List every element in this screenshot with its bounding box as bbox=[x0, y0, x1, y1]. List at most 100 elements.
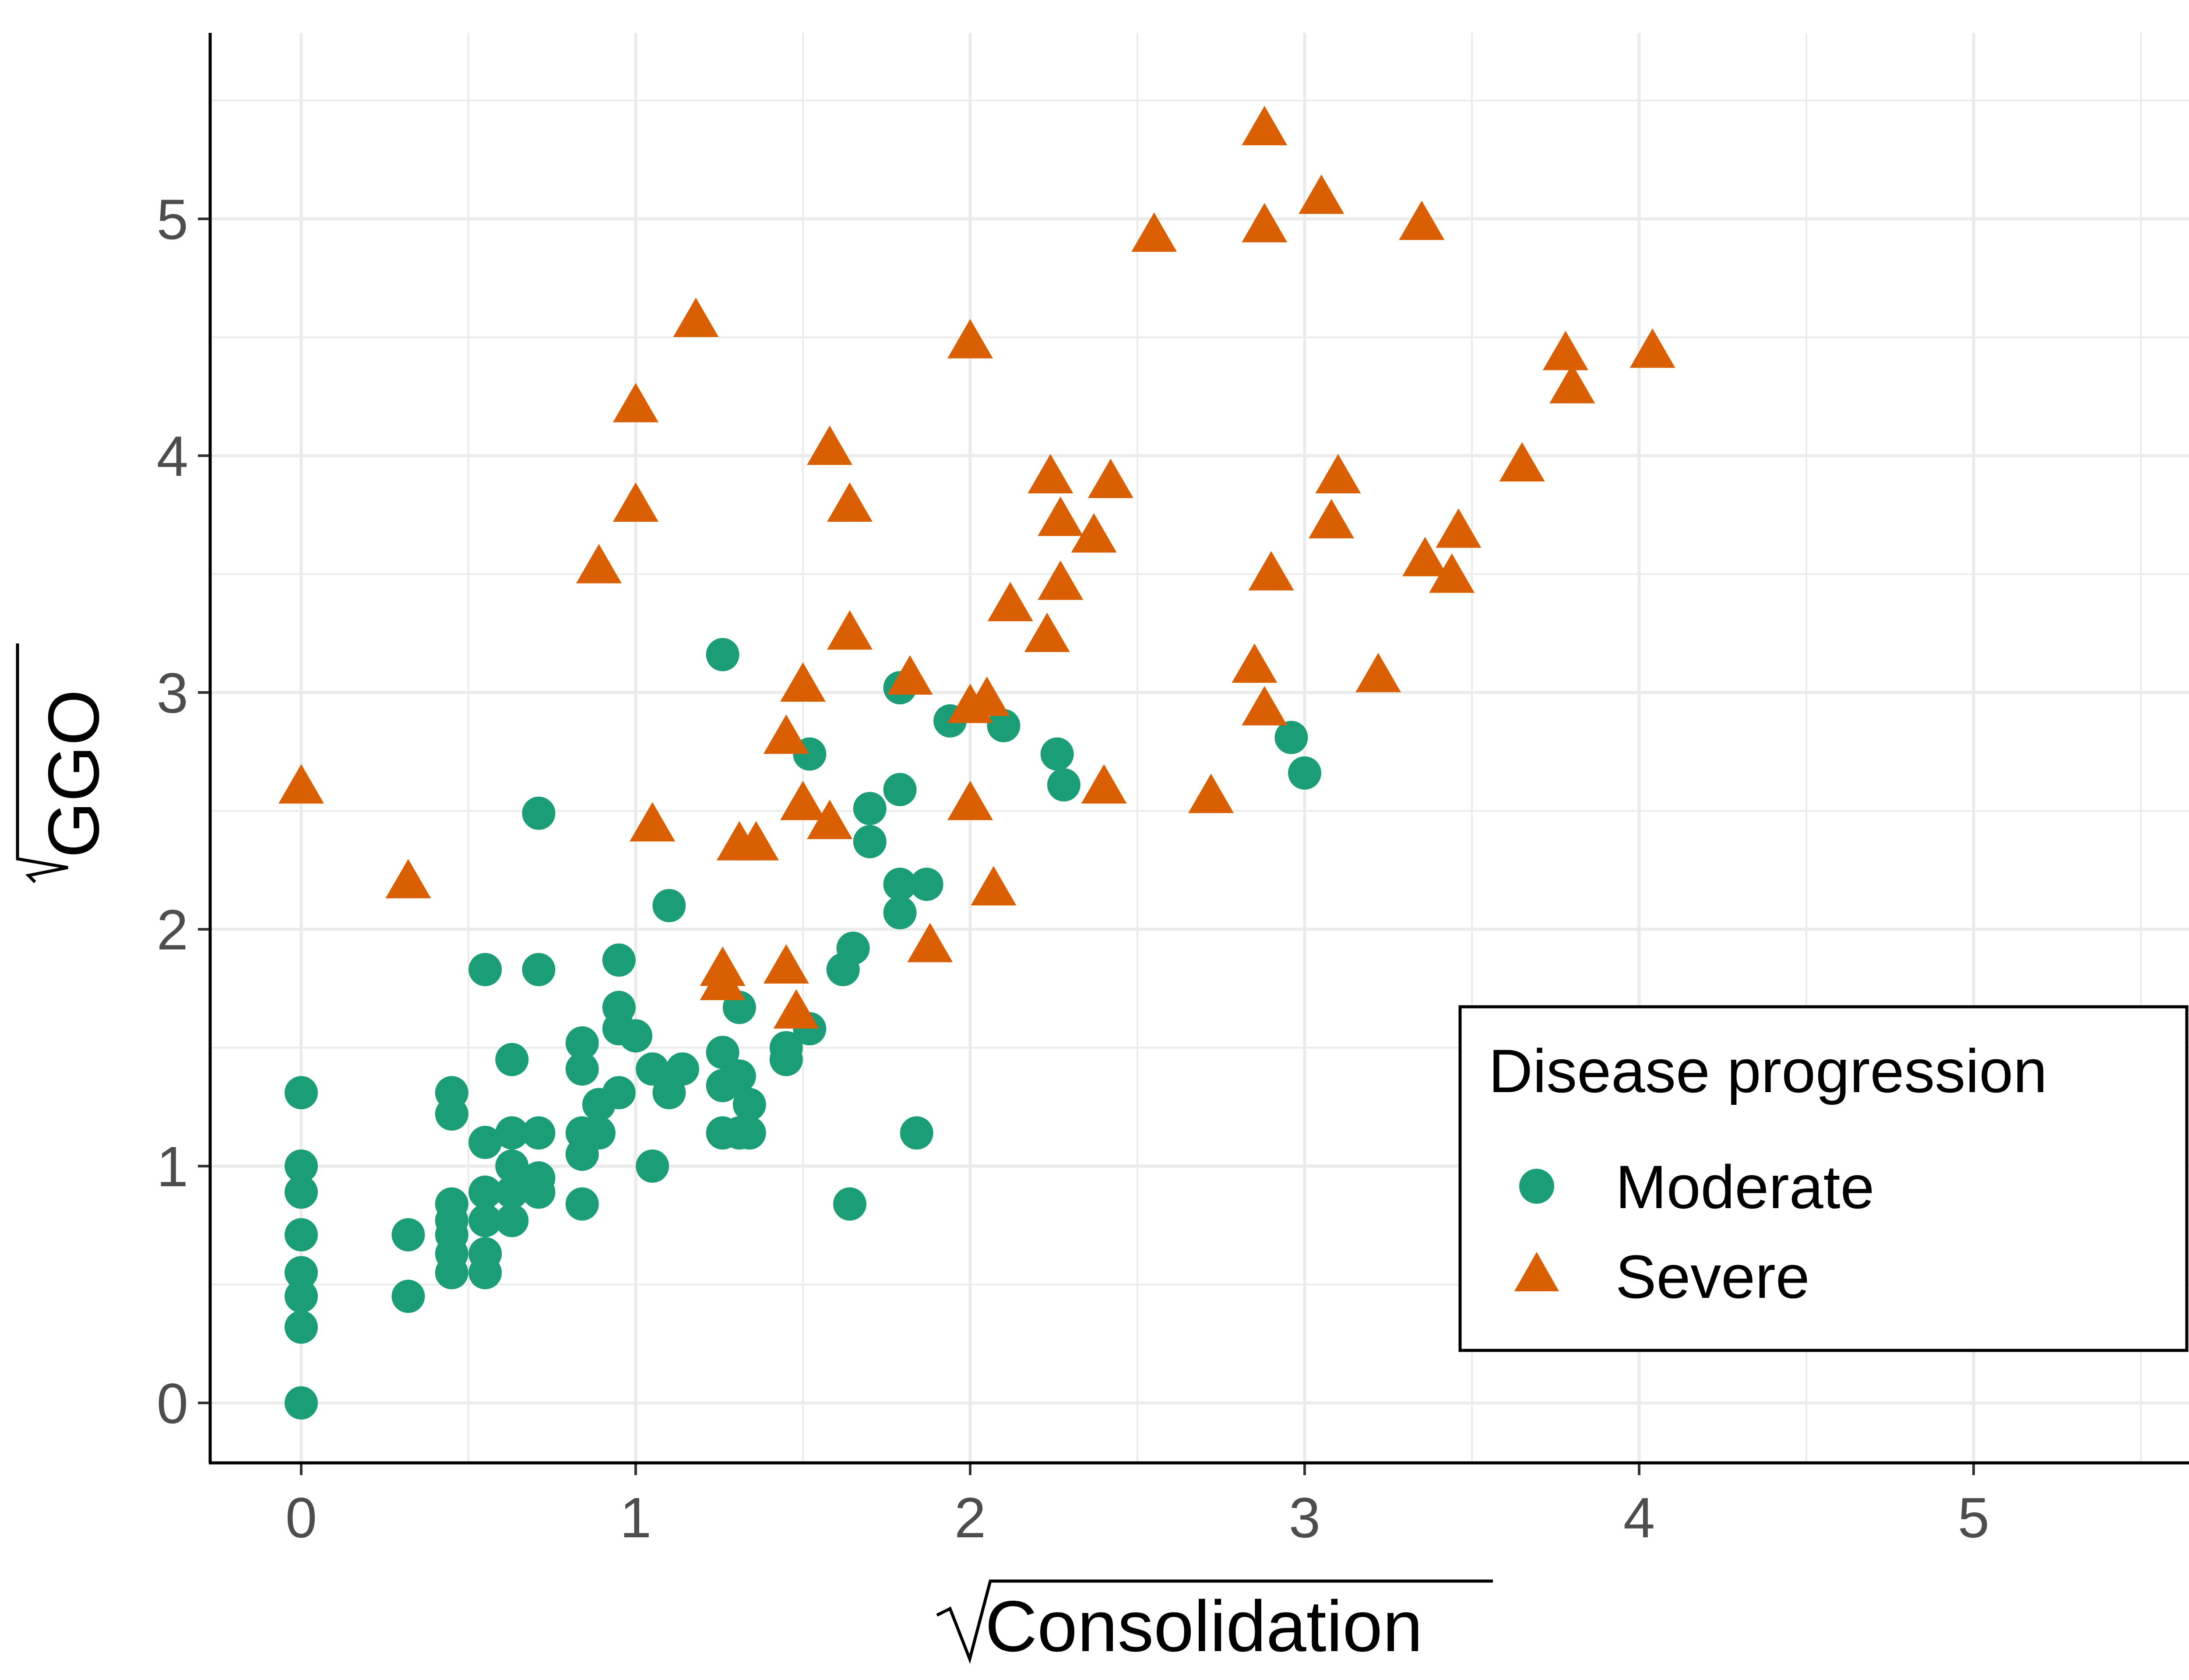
point-moderate bbox=[565, 1052, 599, 1086]
x-axis-label: Consolidation bbox=[985, 1586, 1423, 1666]
point-moderate bbox=[391, 1218, 425, 1251]
y-tick-label: 5 bbox=[157, 187, 188, 251]
point-moderate bbox=[495, 1043, 529, 1076]
point-moderate bbox=[602, 1076, 636, 1110]
point-severe bbox=[613, 383, 658, 422]
point-moderate bbox=[987, 709, 1021, 742]
point-moderate bbox=[468, 1237, 502, 1271]
point-moderate bbox=[900, 1116, 933, 1150]
point-severe bbox=[780, 662, 826, 702]
point-moderate bbox=[1274, 721, 1308, 754]
point-moderate bbox=[910, 868, 943, 901]
point-moderate bbox=[1040, 737, 1074, 771]
point-severe bbox=[700, 946, 746, 986]
point-moderate bbox=[468, 1125, 502, 1159]
point-moderate bbox=[769, 1031, 803, 1065]
point-moderate bbox=[522, 1116, 556, 1150]
point-moderate bbox=[883, 896, 917, 930]
point-moderate bbox=[468, 1204, 502, 1237]
point-severe bbox=[780, 780, 826, 820]
point-moderate bbox=[883, 868, 917, 901]
point-severe bbox=[1242, 105, 1288, 145]
x-tick-label: 0 bbox=[285, 1486, 317, 1550]
y-tick-label: 4 bbox=[157, 424, 188, 488]
point-severe bbox=[1549, 364, 1595, 404]
point-moderate bbox=[732, 1088, 766, 1121]
x-axis-title: Consolidation bbox=[936, 1579, 1493, 1666]
point-moderate bbox=[732, 1116, 766, 1150]
point-severe bbox=[1242, 203, 1288, 243]
point-severe bbox=[673, 298, 719, 337]
point-severe bbox=[971, 866, 1017, 906]
point-severe bbox=[1242, 686, 1288, 726]
point-moderate bbox=[652, 889, 686, 922]
point-severe bbox=[1355, 653, 1401, 692]
point-moderate bbox=[706, 1036, 739, 1069]
point-severe bbox=[1131, 212, 1177, 252]
point-severe bbox=[613, 482, 658, 522]
x-tick-label: 1 bbox=[620, 1486, 651, 1550]
point-severe bbox=[1071, 513, 1117, 553]
point-moderate bbox=[1288, 756, 1321, 790]
point-severe bbox=[907, 923, 953, 963]
point-moderate bbox=[522, 952, 556, 986]
point-severe bbox=[773, 989, 819, 1029]
point-moderate bbox=[285, 1175, 318, 1209]
point-moderate bbox=[636, 1052, 669, 1086]
x-tick-label: 5 bbox=[1958, 1486, 1989, 1550]
x-tick-label: 4 bbox=[1623, 1486, 1655, 1550]
point-severe bbox=[630, 802, 676, 842]
point-moderate bbox=[836, 931, 870, 965]
point-severe bbox=[807, 799, 853, 839]
point-moderate bbox=[435, 1187, 468, 1221]
point-moderate bbox=[495, 1149, 529, 1183]
legend-key-severe bbox=[1514, 1252, 1559, 1291]
point-moderate bbox=[565, 1187, 599, 1221]
x-tick-label: 2 bbox=[954, 1486, 986, 1550]
point-moderate bbox=[391, 1279, 425, 1313]
point-severe bbox=[278, 764, 324, 804]
point-severe bbox=[1087, 458, 1133, 498]
point-severe bbox=[576, 544, 622, 583]
point-moderate bbox=[619, 1019, 652, 1053]
point-moderate bbox=[665, 1052, 699, 1086]
point-severe bbox=[887, 655, 933, 695]
point-severe bbox=[763, 944, 809, 984]
point-severe bbox=[1188, 773, 1234, 813]
point-moderate bbox=[602, 991, 636, 1024]
point-severe bbox=[827, 610, 873, 650]
point-moderate bbox=[522, 1161, 556, 1195]
point-moderate bbox=[285, 1310, 318, 1344]
point-severe bbox=[1028, 454, 1073, 494]
point-moderate bbox=[1047, 768, 1080, 801]
point-severe bbox=[1436, 508, 1482, 548]
legend-label-severe: Severe bbox=[1615, 1242, 1810, 1311]
y-axis-radical-sign bbox=[16, 643, 68, 883]
point-severe bbox=[947, 780, 993, 820]
legend-label-moderate: Moderate bbox=[1615, 1153, 1874, 1221]
point-severe bbox=[1429, 553, 1475, 593]
point-moderate bbox=[706, 638, 739, 671]
point-severe bbox=[1299, 174, 1344, 214]
point-moderate bbox=[565, 1026, 599, 1060]
point-moderate bbox=[468, 952, 502, 986]
point-severe bbox=[947, 319, 993, 358]
point-moderate bbox=[833, 1187, 866, 1221]
point-moderate bbox=[285, 1149, 318, 1183]
point-severe bbox=[1499, 442, 1545, 482]
x-axis-radical-sign bbox=[936, 1579, 1493, 1664]
point-severe bbox=[1248, 551, 1294, 590]
point-moderate bbox=[582, 1116, 616, 1150]
point-severe bbox=[807, 425, 853, 465]
point-severe bbox=[1309, 499, 1355, 538]
legend: Disease progression Moderate Severe bbox=[1458, 1005, 2189, 1352]
point-moderate bbox=[285, 1256, 318, 1290]
point-severe bbox=[987, 582, 1033, 622]
point-severe bbox=[1399, 200, 1445, 240]
point-moderate bbox=[853, 792, 887, 826]
point-severe bbox=[1232, 643, 1278, 683]
point-moderate bbox=[522, 796, 556, 830]
point-moderate bbox=[495, 1175, 529, 1209]
data-points bbox=[278, 105, 1675, 1420]
